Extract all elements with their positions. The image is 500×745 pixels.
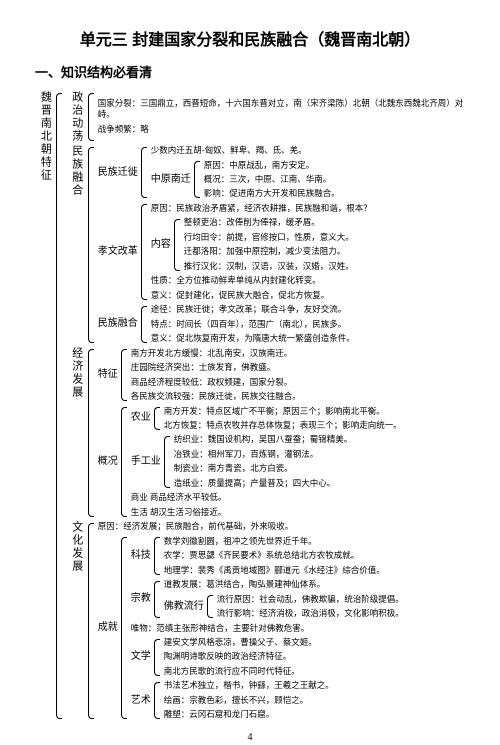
ethnic-label: 民族融合 bbox=[66, 145, 85, 346]
art-label: 艺术 bbox=[131, 680, 152, 721]
xiaowen-label: 孝文改革 bbox=[98, 202, 139, 301]
page-number: 4 bbox=[35, 731, 465, 745]
south-label: 中原南迁 bbox=[151, 159, 192, 200]
leaf: 流行影响：经济消极，政治消极，文化影响积极。 bbox=[217, 608, 404, 620]
leaf: 意义：促北恢复南开发，为隋唐大统一繁盛创造条件。 bbox=[151, 333, 355, 345]
leaf: 整顿吏治：改俸削为俸禄，缓矛盾。 bbox=[184, 217, 354, 229]
outline-tree: 魏晋南北朝特征 政治动荡 国家分裂：三国鼎立，西晋短命，十六国东晋对立，南（宋齐… bbox=[35, 91, 465, 722]
leaf: 流行原因：社会动乱，佛教欺骗，统治阶级提倡。 bbox=[217, 593, 404, 605]
leaf: 陶渊明诗歌反映的政治经济特征。 bbox=[164, 651, 317, 663]
leaf: 北方恢复：特点农牧并存总体恢复；表现三个；影响走向统一。 bbox=[164, 419, 402, 431]
econ-label: 经济发展 bbox=[66, 347, 85, 519]
leaf: 意义：促封建化，促民族大融合，促北方恢复。 bbox=[151, 289, 372, 301]
leaf: 地理学：裴秀《禹贡地域图》郦道元《水经注》综合价值。 bbox=[164, 564, 385, 576]
leaf: 雕塑：云冈石窟和龙门石窟。 bbox=[164, 709, 334, 721]
leaf: 庄园院经济突出：士族发育，佛教盛。 bbox=[131, 362, 301, 374]
politics-label: 政治动荡 bbox=[66, 91, 85, 143]
leaf: 冶铁业：相州军刀，百炼钢，灌钢法。 bbox=[174, 448, 353, 460]
leaf: 南方开发北方缓慢：北乱南安，汉族南迁。 bbox=[131, 347, 301, 359]
leaf: 原因：经济发展；民族融合，前代基础，外来吸收。 bbox=[98, 521, 404, 533]
leaf: 南方开发：特点区域广不平衡；原因三个；影响南北平衡。 bbox=[164, 405, 402, 417]
overview-label: 概况 bbox=[98, 405, 119, 519]
leaf: 制瓷业：南方青瓷，北方白瓷。 bbox=[174, 463, 353, 475]
leaf: 造纸业：质量提高；产量普及；四大中心。 bbox=[174, 477, 353, 489]
fuse-label: 民族融合 bbox=[98, 304, 139, 345]
feat-label: 特征 bbox=[98, 347, 119, 403]
leaf: 原因：中原战乱，南方安定。 bbox=[204, 159, 340, 171]
leaf: 推行汉化：汉制，汉语，汉装，汉婚，汉姓。 bbox=[184, 260, 354, 272]
leaf: 国家分裂：三国鼎立，西晋短命，十六国东晋对立，南（宋齐梁陈）北朝（北魏东西魏北齐… bbox=[98, 97, 465, 121]
culture-label: 文化发展 bbox=[66, 521, 85, 722]
leaf: 南北方民歌的流行应不同时代特征。 bbox=[164, 665, 317, 677]
leaf: 纺织业：魏国设机构，吴国八蚕蚕；蜀锦精美。 bbox=[174, 434, 353, 446]
leaf: 少数内迁五胡-匈奴、鲜卑、羯、氐、羌。 bbox=[151, 145, 340, 157]
leaf: 概况：三次，中原、江南、华南。 bbox=[204, 174, 340, 186]
leaf: 途径：民族迁徙；孝文改革；联合斗争，友好交流。 bbox=[151, 304, 355, 316]
leaf: 迁都洛阳：加强中原控制，减少变法阻力。 bbox=[184, 246, 354, 258]
craft-label: 手工业 bbox=[131, 434, 162, 490]
root-label: 魏晋南北朝特征 bbox=[35, 91, 54, 722]
page-title: 单元三 封建国家分裂和民族融合（魏晋南北朝） bbox=[35, 30, 465, 52]
leaf: 性质：全方位推动鲜卑单纯从内封建化转变。 bbox=[151, 275, 372, 287]
achiev-label: 成就 bbox=[98, 535, 119, 721]
leaf: 数学刘徽割圆，祖冲之领先世界近千年。 bbox=[164, 535, 385, 547]
leaf: 书法艺术独立，楷书，钟繇，王羲之王献之。 bbox=[164, 680, 334, 692]
rel2-label: 佛教流行 bbox=[164, 593, 205, 620]
leaf: 唯物：范缜主张形神结合，主要针对佛教危害。 bbox=[131, 622, 404, 634]
leaf: 生活 胡汉生活习俗接近。 bbox=[131, 506, 402, 518]
leaf: 商品经济程度较低：政权频建，国家分裂。 bbox=[131, 376, 301, 388]
lit-label: 文学 bbox=[131, 637, 152, 678]
rel-label: 宗教 bbox=[131, 579, 152, 620]
leaf: 原因：民族政治矛盾紧，经济农耕推，民族融和谐，根本？ bbox=[151, 202, 372, 214]
leaf: 战争频繁：略 bbox=[98, 123, 465, 135]
agri-label: 农业 bbox=[131, 405, 152, 432]
leaf: 道教发展：葛洪结合，陶弘景建神仙体系。 bbox=[164, 579, 404, 591]
leaf: 行均田令：前提，官修按口，性质，意义大。 bbox=[184, 231, 354, 243]
leaf: 影响：促进南方大开发和民族融合。 bbox=[204, 188, 340, 200]
sci-label: 科技 bbox=[131, 535, 152, 576]
leaf: 建安文学风格悲凉，曹操父子、蔡文姬。 bbox=[164, 637, 317, 649]
content-label: 内容 bbox=[151, 217, 172, 273]
leaf: 商业 商品经济水平较低。 bbox=[131, 492, 402, 504]
leaf: 绘画：宗教色彩，擅长不兴，顾恺之。 bbox=[164, 694, 334, 706]
section-heading: 一、知识结构必看清 bbox=[35, 64, 465, 82]
leaf: 各民族交流较强：民族迁徙，民族交往融合。 bbox=[131, 391, 301, 403]
leaf: 特点：时间长（四百年），范围广（南北），民族多。 bbox=[151, 318, 355, 330]
leaf: 农学：贾思勰《齐民要术》系统总结北方农牧成就。 bbox=[164, 550, 385, 562]
move-label: 民族迁徙 bbox=[98, 145, 139, 201]
